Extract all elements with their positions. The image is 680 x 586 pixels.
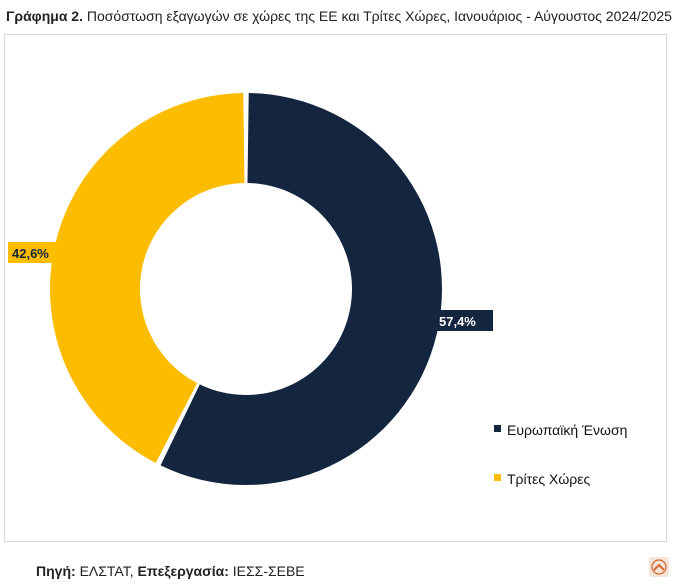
chart-title: Γράφημα 2. Ποσόστωση εξαγωγών σε χώρες τ…: [6, 8, 672, 24]
processing-value: ΙΕΣΣ-ΣΕΒΕ: [232, 563, 305, 579]
data-labels: 57,4% 42,6%: [8, 242, 493, 331]
data-label-eu: 57,4%: [439, 314, 476, 329]
donut-slices: [50, 93, 442, 485]
chart-title-prefix: Γράφημα 2.: [6, 8, 83, 24]
legend-swatch-third-countries: [494, 474, 501, 481]
legend-label-third-countries: Τρίτες Χώρες: [507, 471, 591, 487]
data-label-bg-eu: [435, 310, 493, 331]
donut-slice-eu: [160, 93, 442, 485]
donut-slice-third-countries: [50, 93, 245, 463]
data-label-third-countries: 42,6%: [12, 246, 49, 261]
legend: Ευρωπαϊκή Ένωση Τρίτες Χώρες: [494, 422, 627, 487]
scroll-up-icon[interactable]: [648, 556, 670, 578]
chart-title-text: Ποσόστωση εξαγωγών σε χώρες της ΕΕ και Τ…: [86, 8, 672, 24]
legend-label-eu: Ευρωπαϊκή Ένωση: [507, 422, 627, 438]
processing-label: Επεξεργασία:: [137, 563, 229, 579]
data-label-bg-third-countries: [8, 242, 66, 263]
source-note: Πηγή: ΕΛΣΤΑΤ, Επεξεργασία: ΙΕΣΣ-ΣΕΒΕ: [36, 563, 305, 579]
source-label: Πηγή:: [36, 563, 76, 579]
source-value: ΕΛΣΤΑΤ,: [79, 563, 134, 579]
legend-swatch-eu: [494, 425, 501, 432]
